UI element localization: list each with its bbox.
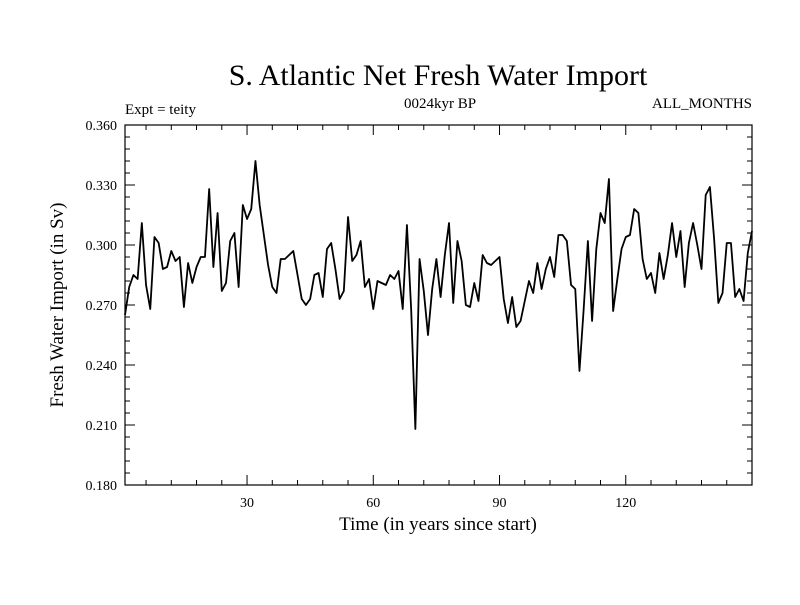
x-axis-label: Time (in years since start) xyxy=(339,514,537,535)
experiment-label: Expt = teity xyxy=(125,102,196,118)
y-tick-label: 0.240 xyxy=(86,359,118,374)
y-tick-label: 0.270 xyxy=(86,299,118,314)
chart-title: S. Atlantic Net Fresh Water Import xyxy=(229,59,648,92)
y-tick-label: 0.300 xyxy=(86,239,118,254)
series-line xyxy=(124,160,753,430)
y-tick-label: 0.180 xyxy=(86,479,118,494)
x-tick-label: 60 xyxy=(366,496,380,511)
y-tick-label: 0.210 xyxy=(86,419,118,434)
y-tick-label: 0.360 xyxy=(86,119,118,134)
y-axis-label: Fresh Water Import (in Sv) xyxy=(47,203,68,408)
months-label: ALL_MONTHS xyxy=(652,96,752,112)
plot-frame xyxy=(124,124,753,486)
x-tick-label: 120 xyxy=(615,496,636,511)
x-tick-label: 30 xyxy=(240,496,254,511)
plot-area: 0.180 0.210 0.240 0.270 0.300 0.330 0.360 30 60 9… xyxy=(86,119,753,511)
y-tick-label: 0.330 xyxy=(86,179,118,194)
period-label: 0024kyr BP xyxy=(404,96,476,112)
x-tick-label: 90 xyxy=(493,496,507,511)
